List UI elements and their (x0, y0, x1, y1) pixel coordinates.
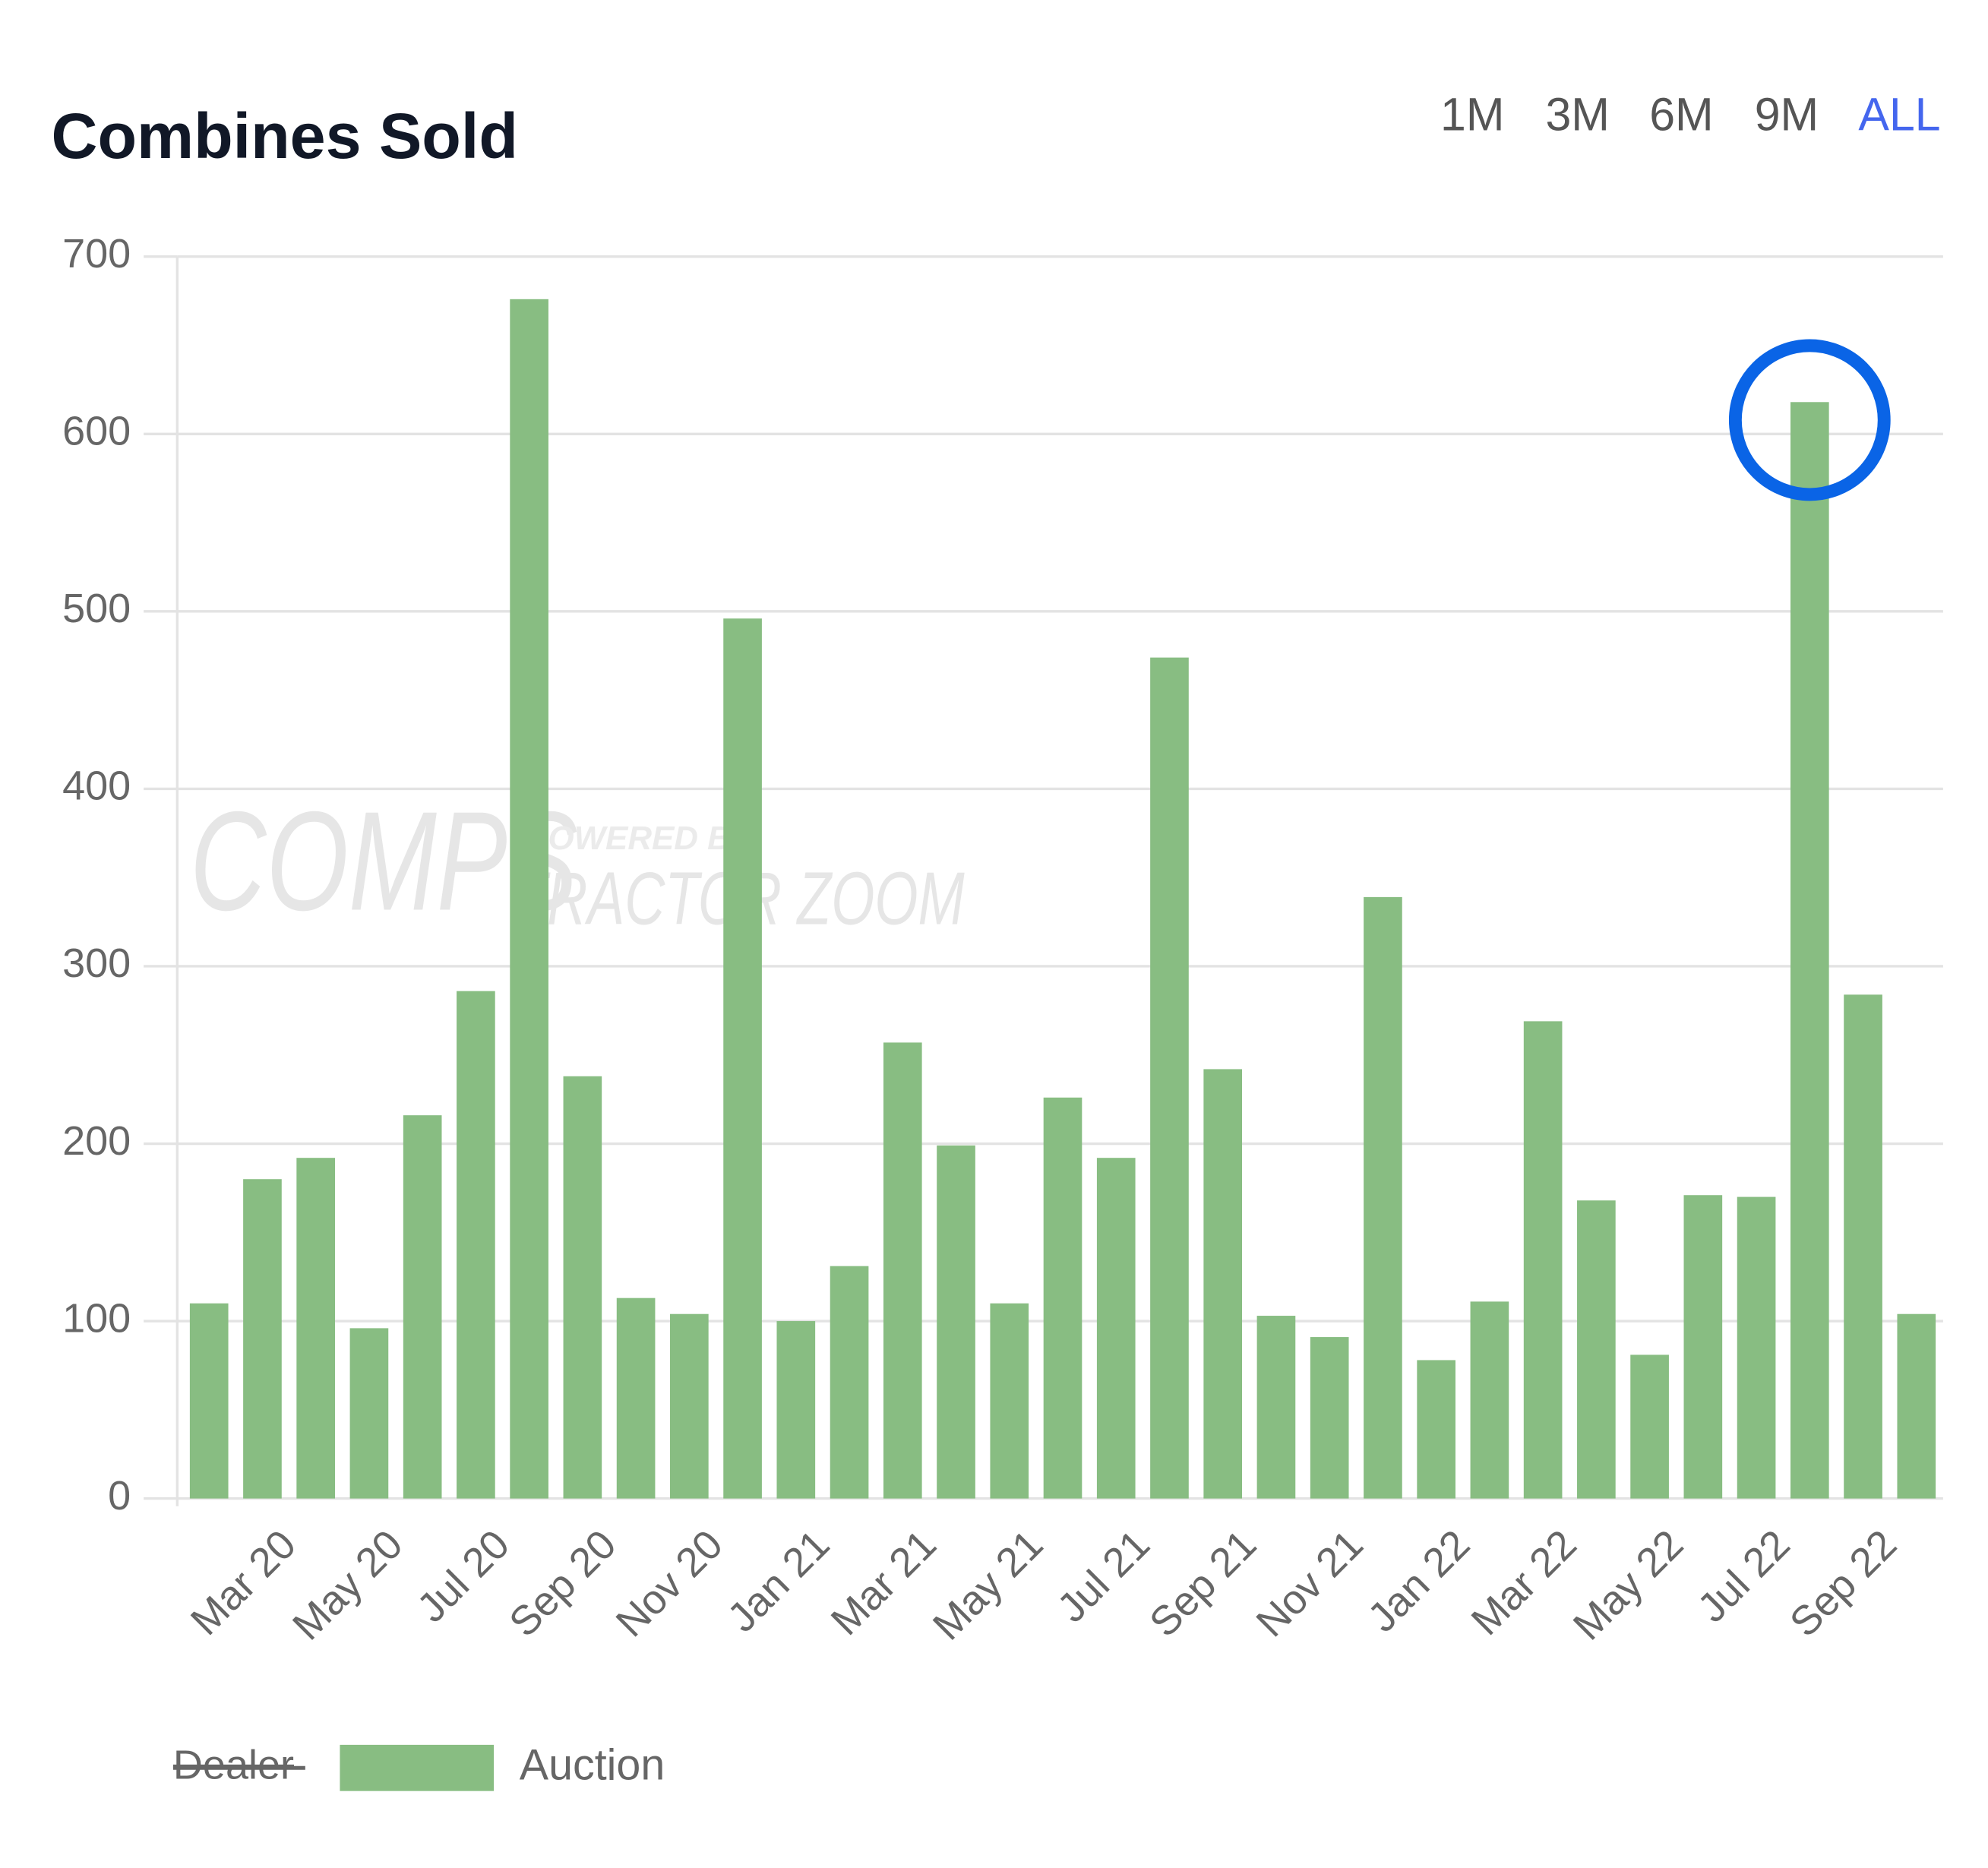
y-tick-label: 100 (62, 1295, 131, 1341)
bar (1150, 657, 1189, 1499)
bar (1310, 1337, 1349, 1499)
legend-label-hidden[interactable]: Dealer (173, 1743, 294, 1788)
x-tick-label: May 20 (284, 1522, 412, 1649)
bar (510, 299, 548, 1499)
y-tick-label: 0 (108, 1473, 131, 1519)
bar (1523, 1021, 1563, 1499)
bar (243, 1179, 282, 1499)
x-tick-label: Nov 20 (608, 1522, 732, 1645)
x-tick-label: Mar 20 (182, 1522, 305, 1644)
range-button[interactable]: 3M (1546, 88, 1610, 140)
bar (1790, 402, 1829, 1499)
x-tick-label: Mar 21 (823, 1522, 945, 1644)
x-tick-label: Mar 22 (1463, 1522, 1585, 1644)
x-tick-label: May 22 (1565, 1522, 1692, 1649)
x-tick-label: Sep 21 (1141, 1522, 1265, 1646)
x-tick-label: Nov 21 (1247, 1522, 1371, 1645)
chart-title: Combines Sold (52, 100, 518, 172)
watermark: POWERED BY (526, 820, 757, 857)
bar (937, 1145, 975, 1499)
x-tick-label: Sep 20 (501, 1522, 624, 1646)
bar (830, 1266, 869, 1499)
bar (1043, 1097, 1082, 1499)
bar (1417, 1360, 1455, 1499)
bar (670, 1313, 709, 1499)
range-button[interactable]: 9M (1755, 88, 1819, 140)
range-button[interactable]: 6M (1649, 88, 1713, 140)
y-tick-label: 600 (62, 409, 131, 454)
bar (403, 1115, 442, 1499)
bar (616, 1297, 656, 1499)
bar (776, 1321, 816, 1499)
bar (990, 1303, 1029, 1499)
bar (349, 1328, 389, 1499)
bar (296, 1158, 336, 1499)
y-tick-label: 300 (62, 940, 131, 986)
bar (1897, 1313, 1936, 1499)
bar (1203, 1069, 1243, 1499)
legend-label[interactable]: Auction (520, 1740, 665, 1789)
bar (1256, 1316, 1296, 1499)
bar (1844, 994, 1882, 1499)
bar (723, 618, 762, 1499)
range-button[interactable]: 1M (1440, 88, 1504, 140)
bar (457, 991, 495, 1499)
bar (1096, 1158, 1136, 1499)
x-tick-label: Jan 21 (719, 1522, 838, 1641)
bar (1683, 1195, 1723, 1499)
bar (1470, 1301, 1509, 1499)
y-tick-label: 200 (62, 1118, 131, 1164)
bar (883, 1042, 922, 1499)
x-tick-label: Sep 22 (1781, 1522, 1905, 1646)
bar (1737, 1196, 1776, 1499)
bar (1364, 896, 1402, 1499)
range-button[interactable]: ALL (1858, 88, 1940, 140)
bar (563, 1076, 602, 1499)
y-tick-label: 700 (62, 231, 131, 277)
bar (1577, 1200, 1616, 1499)
highlight-circle (1728, 339, 1891, 501)
x-tick-label: Jan 22 (1359, 1522, 1478, 1641)
y-tick-label: 500 (62, 586, 131, 631)
bar (1630, 1354, 1669, 1499)
bar (189, 1303, 229, 1499)
legend-swatch (340, 1744, 495, 1791)
x-tick-label: May 21 (924, 1522, 1052, 1649)
y-tick-label: 400 (62, 763, 131, 809)
